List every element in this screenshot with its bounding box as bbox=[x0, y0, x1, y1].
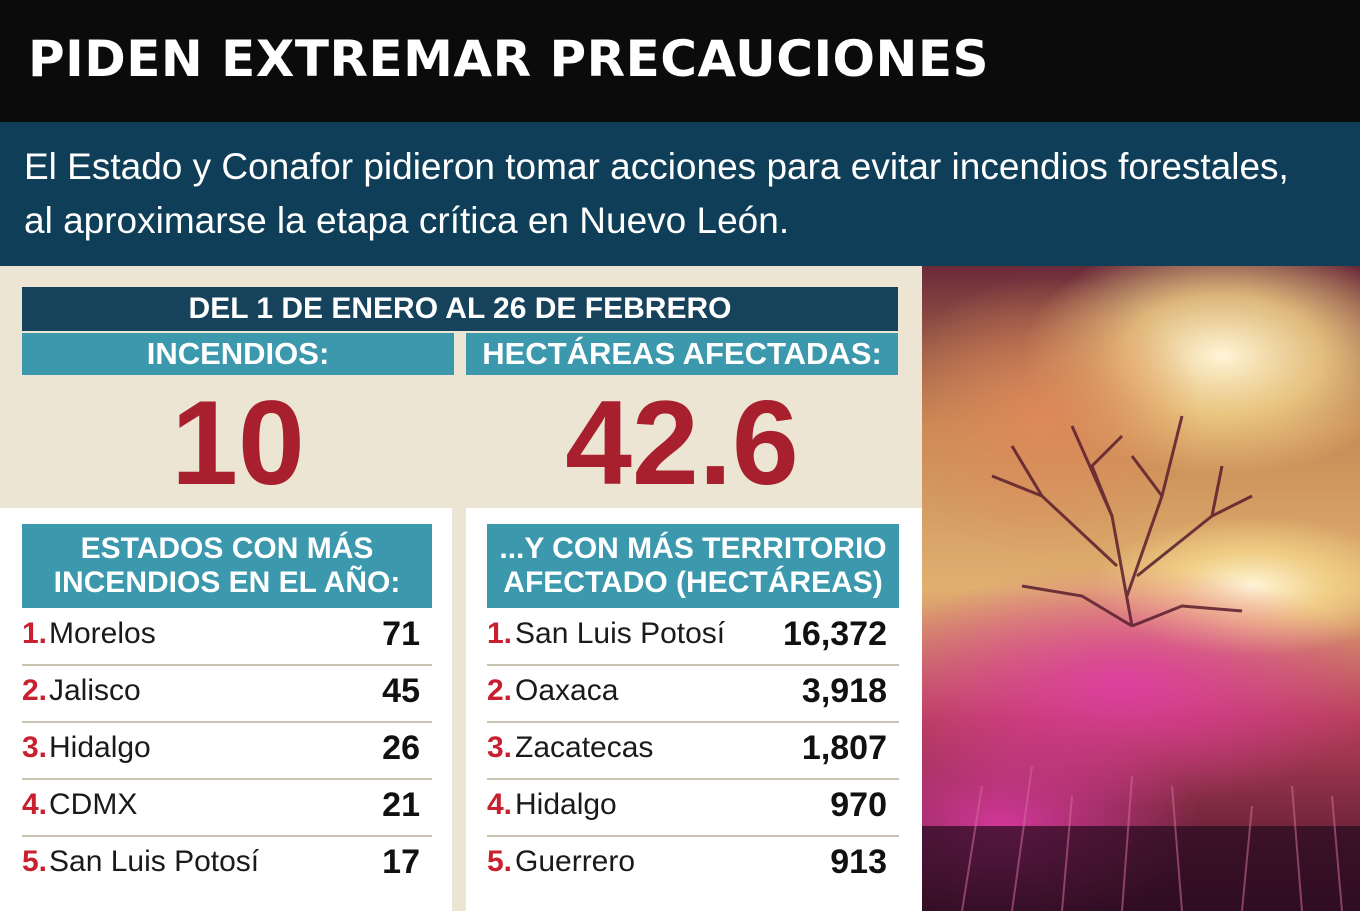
fire-count: 17 bbox=[382, 843, 420, 881]
state-name: San Luis Potosí bbox=[515, 617, 726, 650]
hectares-label: HECTÁREAS AFECTADAS: bbox=[466, 333, 898, 375]
hectares-value: 970 bbox=[830, 786, 887, 824]
rank-number: 3. bbox=[22, 731, 48, 764]
list-item: 5. Guerrero 913 bbox=[487, 837, 899, 894]
fires-list-heading: ESTADOS CON MÁS INCENDIOS EN EL AÑO: bbox=[22, 524, 432, 608]
fire-count: 71 bbox=[382, 615, 420, 653]
list-item: 1. Morelos 71 bbox=[22, 609, 432, 666]
subheading-bar: El Estado y Conafor pidieron tomar accio… bbox=[0, 122, 1360, 266]
list-item: 1. San Luis Potosí 16,372 bbox=[487, 609, 899, 666]
state-name: San Luis Potosí bbox=[49, 845, 260, 878]
wildfire-photo bbox=[922, 266, 1360, 911]
fires-list-heading-line1: ESTADOS CON MÁS bbox=[80, 532, 374, 565]
hectares-value: 1,807 bbox=[801, 729, 887, 767]
rank-number: 5. bbox=[487, 845, 513, 878]
hectares-value: 16,372 bbox=[783, 615, 887, 653]
state-name: Morelos bbox=[49, 617, 156, 650]
hectares-value: 913 bbox=[830, 843, 887, 881]
fires-count: 10 bbox=[171, 376, 305, 510]
list-item: 3. Zacatecas 1,807 bbox=[487, 723, 899, 780]
page-title: PIDEN EXTREMAR PRECAUCIONES bbox=[28, 30, 990, 88]
area-list-heading-line1: ...Y CON MÁS TERRITORIO bbox=[499, 532, 887, 565]
rank-number: 2. bbox=[487, 674, 513, 707]
rank-number: 5. bbox=[22, 845, 48, 878]
fires-label: INCENDIOS: bbox=[22, 333, 454, 375]
fire-count: 26 bbox=[382, 729, 420, 767]
list-item: 4. Hidalgo 970 bbox=[487, 780, 899, 837]
list-item: 3. Hidalgo 26 bbox=[22, 723, 432, 780]
rank-number: 1. bbox=[22, 617, 48, 650]
state-name: Zacatecas bbox=[515, 731, 654, 764]
list-item: 4. CDMX 21 bbox=[22, 780, 432, 837]
fire-count: 45 bbox=[382, 672, 420, 710]
state-name: Hidalgo bbox=[515, 788, 617, 821]
state-name: Hidalgo bbox=[49, 731, 151, 764]
fires-list-heading-line2: INCENDIOS EN EL AÑO: bbox=[53, 566, 401, 599]
state-name: Guerrero bbox=[515, 845, 636, 878]
hectares-value: 3,918 bbox=[801, 672, 887, 710]
state-name: Jalisco bbox=[49, 674, 141, 707]
wildfire-image bbox=[922, 266, 1360, 911]
subheading-text: El Estado y Conafor pidieron tomar accio… bbox=[24, 146, 1289, 241]
period-bar: DEL 1 DE ENERO AL 26 DE FEBRERO bbox=[22, 287, 898, 331]
state-name: CDMX bbox=[49, 788, 138, 821]
list-item: 2. Oaxaca 3,918 bbox=[487, 666, 899, 723]
rank-number: 1. bbox=[487, 617, 513, 650]
state-name: Oaxaca bbox=[515, 674, 619, 707]
fire-count: 21 bbox=[382, 786, 420, 824]
hectares-count: 42.6 bbox=[565, 376, 799, 510]
area-list-heading: ...Y CON MÁS TERRITORIO AFECTADO (HECTÁR… bbox=[487, 524, 899, 608]
rank-number: 4. bbox=[22, 788, 48, 821]
list-item: 5. San Luis Potosí 17 bbox=[22, 837, 432, 894]
rank-number: 3. bbox=[487, 731, 513, 764]
header-bar: PIDEN EXTREMAR PRECAUCIONES bbox=[0, 0, 1360, 122]
rank-number: 2. bbox=[22, 674, 48, 707]
area-list-heading-line2: AFECTADO (HECTÁREAS) bbox=[503, 566, 883, 599]
rank-number: 4. bbox=[487, 788, 513, 821]
list-item: 2. Jalisco 45 bbox=[22, 666, 432, 723]
